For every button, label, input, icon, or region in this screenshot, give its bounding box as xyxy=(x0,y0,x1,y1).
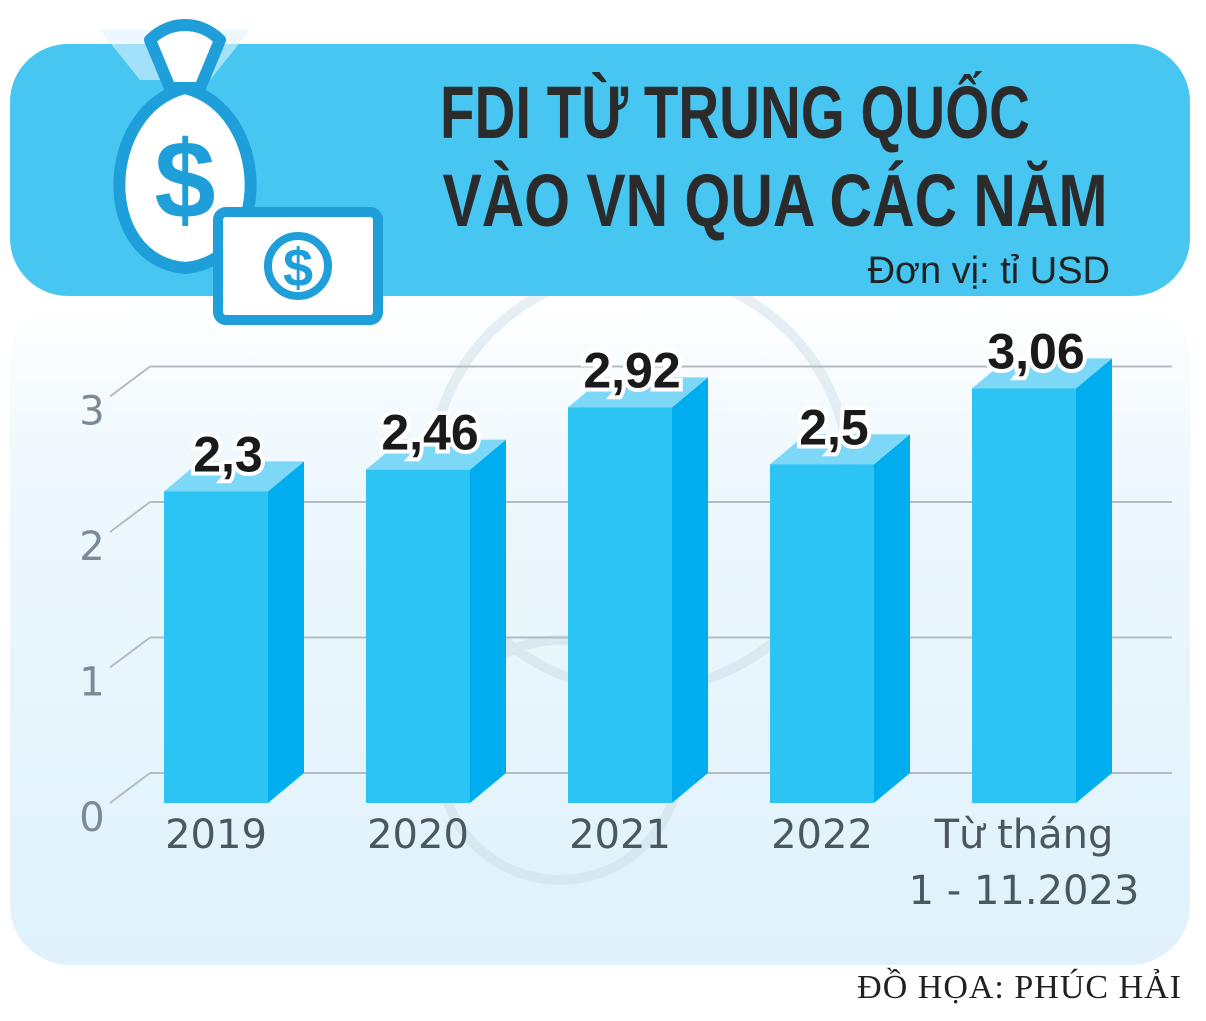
bar xyxy=(366,469,470,803)
category-label: Từ tháng xyxy=(934,812,1114,858)
grid-line-slant xyxy=(109,501,151,533)
value-label: 2,46 xyxy=(381,405,478,461)
grid-line-slant xyxy=(109,772,151,804)
bar xyxy=(972,388,1076,803)
category-labels: 2019 2020 2021 2022 Từ tháng 1 - 11.2023 xyxy=(165,812,1139,914)
category-label: 2022 xyxy=(771,812,873,858)
chart-title-line1: FDI TỪ TRUNG QUỐC xyxy=(440,71,1030,154)
y-tick-label: 0 xyxy=(79,795,104,841)
y-tick-label: 2 xyxy=(79,524,104,570)
value-label: 2,5 xyxy=(799,399,869,455)
value-label: 2,3 xyxy=(193,426,263,482)
category-label: 2020 xyxy=(367,812,469,858)
value-labels: 2,3 2,46 2,92 2,5 3,06 xyxy=(189,319,1088,486)
bar xyxy=(770,464,874,803)
bar xyxy=(164,491,268,803)
banknote-icon: $ xyxy=(213,207,383,325)
bar xyxy=(568,407,672,803)
category-label: 2019 xyxy=(165,812,267,858)
bar-side xyxy=(470,439,506,803)
y-tick-label: 3 xyxy=(79,389,104,435)
value-label: 2,92 xyxy=(583,342,680,398)
bars xyxy=(164,358,1112,803)
bar-top xyxy=(972,358,1112,389)
bar-side xyxy=(672,377,708,803)
bar-side xyxy=(268,461,304,803)
y-tick-label: 1 xyxy=(79,660,104,706)
bar-side xyxy=(874,434,910,803)
bar-top xyxy=(770,434,910,465)
chart-title-line2: VÀO VN QUA CÁC NĂM xyxy=(443,159,1108,242)
bar-top xyxy=(568,377,708,408)
value-label: 3,06 xyxy=(987,323,1084,379)
bar-top xyxy=(164,461,304,492)
svg-text:$: $ xyxy=(154,119,215,242)
grid-line-slant xyxy=(109,365,151,398)
svg-text:$: $ xyxy=(283,238,313,298)
y-axis-ticks: 0 1 2 3 xyxy=(79,389,104,842)
category-label: 1 - 11.2023 xyxy=(909,868,1140,914)
unit-label: Đơn vị: tỉ USD xyxy=(868,250,1110,292)
bar-top xyxy=(366,439,506,470)
grid-line-slant xyxy=(109,636,151,669)
bar-side xyxy=(1076,358,1112,803)
graphics-credit: ĐỒ HỌA: PHÚC HẢI xyxy=(857,969,1182,1006)
category-label: 2021 xyxy=(569,812,671,858)
